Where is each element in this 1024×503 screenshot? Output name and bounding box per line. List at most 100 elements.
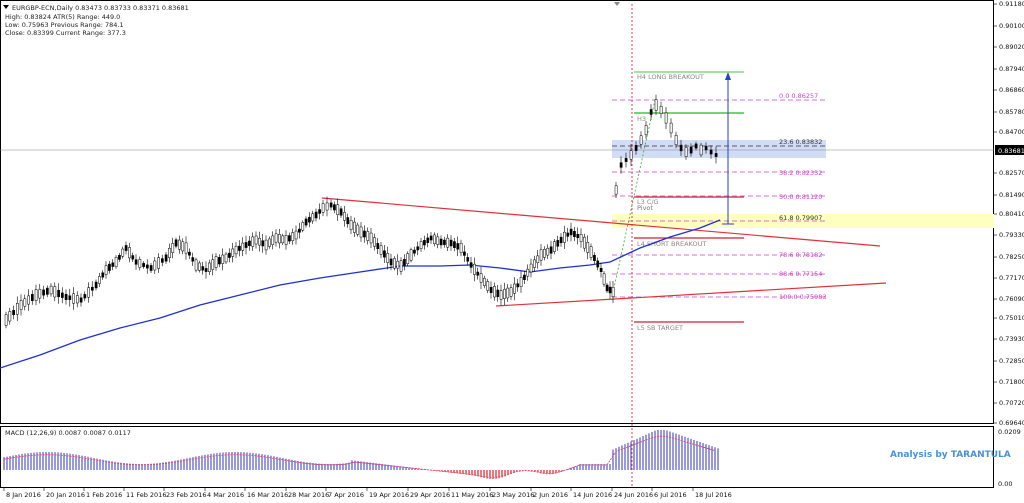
candle: [53, 286, 57, 298]
price-axis: 0.91180 0.90100 0.89020 0.87940 0.86860 0.857…: [994, 0, 1024, 427]
candle: [579, 234, 583, 242]
candle: [659, 106, 663, 114]
date-tick-label: 4 Mar 2016: [207, 491, 244, 499]
date-tick-label: 23 May 2016: [492, 491, 534, 499]
candle: [684, 147, 688, 157]
price-tick-label: 0.73930: [999, 335, 1024, 343]
candle: [134, 259, 138, 265]
candle: [566, 232, 570, 237]
candle: [19, 300, 23, 310]
candle: [689, 146, 693, 154]
candle: [624, 158, 628, 162]
price-tick-label: 0.70720: [999, 399, 1024, 407]
macd-label: MACD (12,26,9) 0.0087 0.0087 0.0117: [5, 429, 131, 437]
candle: [629, 150, 633, 160]
date-tick-label: 11 May 2016: [451, 491, 493, 499]
candle: [519, 277, 523, 287]
close-info: Close: 0.83399 Current Range: 377.3: [5, 29, 126, 37]
candle: [57, 289, 60, 298]
target-arrow-head: [725, 72, 731, 80]
candle: [198, 262, 201, 271]
candle: [523, 274, 526, 280]
candle: [23, 298, 27, 307]
candle: [449, 239, 453, 247]
candle: [42, 289, 45, 296]
candle: [714, 153, 718, 157]
candle: [353, 221, 356, 233]
candle: [399, 260, 403, 272]
upper-trendline[interactable]: [321, 197, 881, 247]
candle: [393, 258, 396, 269]
candle: [694, 143, 698, 149]
candle: [499, 290, 503, 300]
date-tick-label: 28 Mar 2016: [288, 491, 329, 499]
candle: [34, 289, 38, 301]
candle: [264, 239, 268, 251]
candle: [108, 263, 111, 271]
triangle-down-icon[interactable]: [3, 5, 9, 9]
scroll-marker-icon[interactable]: [614, 2, 620, 6]
candle: [224, 253, 228, 263]
fib-382-label: 38.2 0.82332: [779, 169, 822, 177]
candle: [38, 289, 42, 299]
candle: [513, 283, 516, 294]
candle: [178, 239, 181, 250]
candle: [201, 266, 205, 271]
candle: [171, 243, 175, 253]
candle: [674, 134, 678, 146]
date-tick-label: 14 Jun 2016: [573, 491, 612, 499]
price-tick-label: 0.69640: [999, 419, 1024, 427]
candle: [356, 224, 360, 235]
candle: [593, 255, 596, 261]
candle: [218, 257, 221, 265]
candle: [436, 236, 440, 245]
lower-trendline[interactable]: [495, 282, 887, 307]
fib-100-label: 100.0 0.75983: [779, 293, 827, 301]
candle: [589, 246, 593, 258]
date-tick-label: 24 Jun 2016: [614, 491, 653, 499]
candle: [396, 260, 400, 269]
candle: [611, 286, 615, 298]
date-tick-label: 7 Apr 2016: [328, 491, 364, 499]
macd-top-value: 0.0209: [998, 428, 1021, 436]
candle: [533, 259, 536, 268]
candle: [602, 273, 606, 285]
price-tick-label: 0.71800: [999, 378, 1024, 386]
candle: [258, 237, 261, 246]
candle: [291, 232, 295, 242]
candle: [473, 263, 476, 275]
fib-swing-line: [611, 99, 656, 298]
candle: [124, 245, 128, 251]
candle: [576, 233, 580, 239]
date-tick-label: 6 Jul 2016: [654, 491, 687, 499]
candle: [366, 231, 370, 241]
candle: [268, 238, 271, 247]
candle: [336, 204, 340, 215]
h4-level-label: H4 LONG BREAKOUT: [637, 73, 704, 81]
candle: [79, 297, 83, 303]
candle: [363, 230, 366, 238]
candle: [146, 264, 149, 269]
price-tick-label: 0.78250: [999, 253, 1024, 261]
candle: [278, 234, 281, 244]
price-tick-label: 0.87940: [999, 65, 1024, 73]
fib-236-label: 23.6 0.83832: [779, 138, 822, 146]
candle: [614, 185, 618, 195]
candle: [284, 235, 288, 245]
candle: [583, 236, 586, 249]
candle: [104, 265, 108, 275]
candle: [556, 240, 560, 247]
date-tick-label: 29 Apr 2016: [410, 491, 450, 499]
date-tick-label: 2 Jun 2016: [533, 491, 568, 499]
candle: [359, 226, 363, 238]
candle: [516, 283, 520, 288]
candle: [369, 232, 373, 244]
candle: [563, 231, 566, 243]
candle: [569, 228, 573, 236]
candle: [634, 145, 638, 151]
candle: [114, 256, 118, 268]
candle: [343, 212, 346, 221]
candle: [439, 238, 443, 246]
candle: [506, 287, 510, 299]
